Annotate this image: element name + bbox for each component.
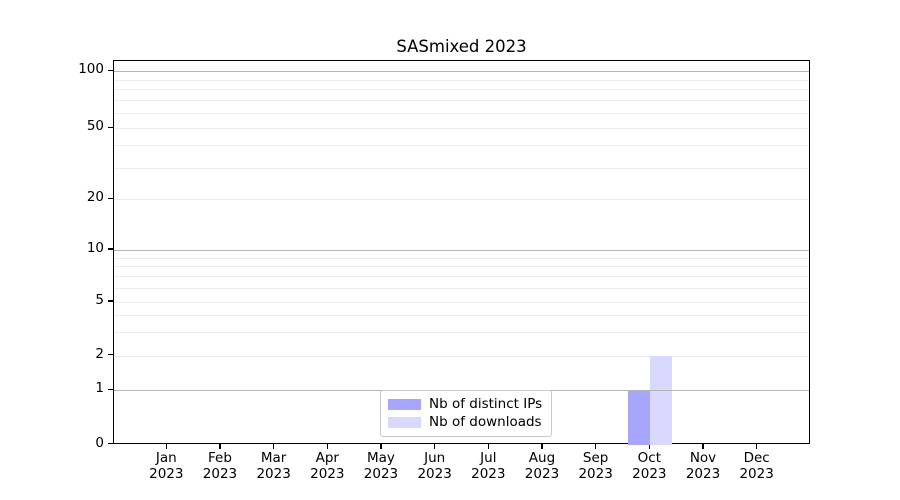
y-tick-label: 100 — [78, 61, 104, 77]
y-gridline-minor — [114, 89, 809, 91]
x-tick-label: Apr 2023 — [310, 450, 345, 482]
y-tick — [108, 126, 113, 128]
y-gridline-minor — [114, 145, 809, 147]
x-tick — [541, 444, 543, 449]
y-tick-label: 1 — [95, 380, 104, 396]
y-tick — [108, 197, 113, 199]
x-tick-label: Aug 2023 — [524, 450, 560, 482]
y-gridline-minor — [114, 276, 809, 278]
x-tick-label: Nov 2023 — [685, 450, 721, 482]
x-tick-label: Jul 2023 — [471, 450, 506, 482]
y-tick — [108, 69, 113, 71]
x-tick-label: Jun 2023 — [417, 450, 452, 482]
x-tick-label: Dec 2023 — [739, 450, 774, 482]
y-gridline-minor — [114, 79, 809, 81]
y-gridline-minor — [114, 266, 809, 268]
bar-layer — [114, 61, 809, 445]
x-tick — [648, 444, 651, 449]
legend-item-downloads: Nb of downloads — [388, 414, 542, 430]
y-tick — [108, 388, 113, 390]
x-tick-label: Mar 2023 — [256, 450, 291, 482]
y-gridline-minor — [114, 288, 809, 290]
y-gridline-minor — [114, 314, 809, 316]
y-gridline-minor — [114, 167, 809, 169]
y-gridline-minor — [114, 128, 809, 129]
plot-area: Nb of distinct IPs Nb of downloads — [113, 60, 810, 445]
legend: Nb of distinct IPs Nb of downloads — [380, 390, 553, 437]
y-tick — [108, 300, 113, 302]
x-tick — [702, 444, 704, 449]
legend-item-distinct-ips: Nb of distinct IPs — [388, 396, 542, 412]
legend-label-distinct-ips: Nb of distinct IPs — [429, 396, 543, 412]
x-tick-label: Sep 2023 — [578, 450, 613, 482]
y-tick-label: 5 — [95, 291, 104, 308]
x-tick-label: May 2023 — [363, 450, 399, 482]
y-tick — [108, 354, 113, 356]
legend-label-downloads: Nb of downloads — [429, 414, 542, 430]
y-gridline-minor — [114, 331, 809, 333]
y-gridline-minor — [114, 257, 809, 259]
x-tick — [219, 444, 221, 449]
y-tick-label: 2 — [95, 345, 104, 362]
y-tick-label: 50 — [86, 118, 104, 134]
y-tick-label: 0 — [95, 434, 104, 451]
bar-oct-downloads — [650, 355, 673, 445]
y-gridline-minor — [114, 355, 809, 357]
x-tick-label: Oct 2023 — [632, 450, 667, 482]
y-gridline-minor — [114, 301, 809, 303]
x-tick — [272, 444, 275, 449]
legend-swatch-downloads — [388, 416, 421, 428]
y-gridline-major — [114, 71, 809, 72]
y-gridline-minor — [114, 113, 809, 114]
legend-swatch-distinct-ips — [388, 398, 421, 410]
chart-title: SASmixed 2023 — [396, 37, 527, 56]
y-gridline-major — [114, 249, 809, 251]
x-tick — [165, 444, 167, 449]
y-tick-label: 10 — [86, 239, 104, 256]
x-tick-label: Feb 2023 — [202, 450, 238, 482]
bar-oct-distinct-ips — [628, 390, 651, 445]
x-tick — [380, 444, 382, 449]
x-tick — [433, 444, 436, 449]
x-tick — [594, 444, 597, 449]
y-tick — [108, 443, 113, 445]
x-tick-label: Jan 2023 — [149, 450, 184, 482]
y-tick — [108, 248, 113, 250]
y-tick-label: 20 — [86, 189, 104, 205]
x-tick — [326, 444, 328, 449]
x-tick — [755, 444, 758, 449]
x-tick — [487, 444, 489, 449]
y-gridline-minor — [114, 199, 809, 200]
y-gridline-minor — [114, 100, 809, 102]
